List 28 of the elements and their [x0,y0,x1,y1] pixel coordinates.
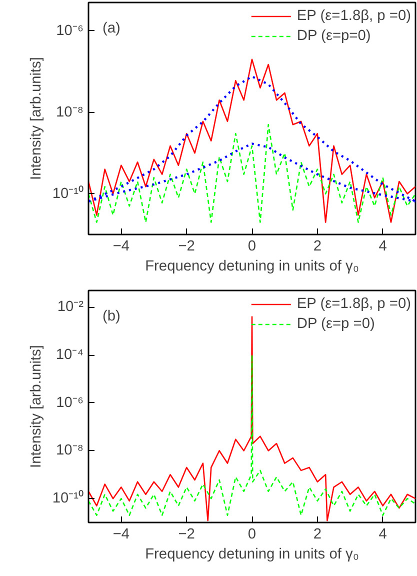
y-tick-label: 10⁻⁶ [56,394,84,411]
legend-label: EP (ε=1.8β, p =0) [296,8,411,24]
x-tick-label: 4 [378,526,387,542]
x-tick-label: −4 [112,526,130,542]
legend-label: EP (ε=1.8β, p =0) [296,296,411,312]
x-tick-label: −4 [112,238,130,254]
y-tick-label: 10⁻⁴ [56,347,84,364]
annotation: (b) [102,308,120,324]
x-tick-label: −2 [178,526,195,542]
x-tick-label: 2 [313,238,322,254]
y-tick-label: 10⁻² [57,299,84,316]
annotation: (a) [102,20,120,36]
x-tick-label: −2 [178,238,195,254]
legend-label: DP (ε=p=0) [296,28,371,44]
y-tick-label: 10⁻⁸ [56,442,84,459]
y-tick-label: 10⁻¹⁰ [52,184,84,202]
y-tick-label: 10⁻¹⁰ [52,490,84,507]
y-axis-title: Intensity [arb.units] [28,344,44,468]
y-tick-label: 10⁻⁶ [56,22,84,39]
x-tick-label: 4 [378,238,387,254]
x-tick-label: 0 [248,238,256,254]
y-axis-title: Intensity [arb.units] [28,56,44,180]
legend-label: DP (ε=p =0) [296,316,375,332]
y-tick-label: 10⁻⁸ [56,104,84,120]
x-tick-label: 0 [248,526,256,542]
x-tick-label: 2 [313,526,322,542]
x-axis-title: Frequency detuning in units of γ₀ [145,546,359,562]
x-axis-title: Frequency detuning in units of γ₀ [145,258,359,274]
